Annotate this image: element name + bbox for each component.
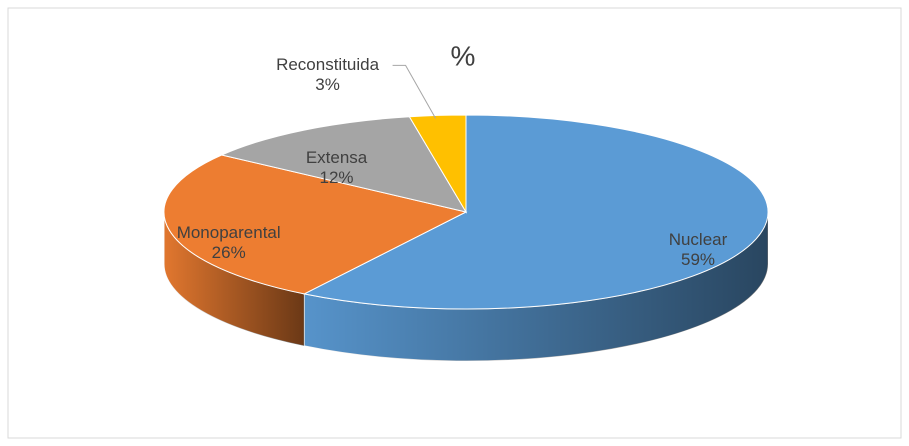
chart-title: % [451,40,476,71]
data-label-category: Nuclear [669,230,728,249]
data-label-category: Reconstituida [276,55,380,74]
data-label-value: 3% [315,75,340,94]
data-label-value: 12% [320,168,354,187]
slice-side-shade [304,212,769,361]
data-label-category: Monoparental [177,223,281,242]
leader-line [392,64,437,119]
data-label-value: 59% [681,250,715,269]
slice [302,114,769,310]
data-label-category: Extensa [306,148,368,167]
data-label-value: 26% [212,243,246,262]
slice [408,114,467,214]
slice-side-shade [164,212,305,346]
slice [163,154,468,295]
slice [220,116,468,213]
